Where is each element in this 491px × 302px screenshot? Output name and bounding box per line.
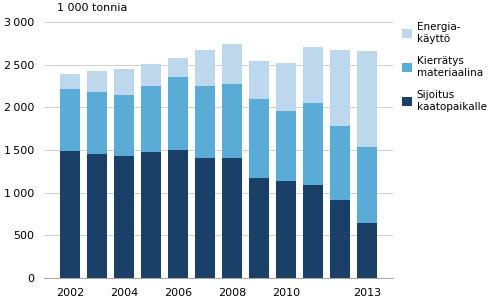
Bar <box>222 84 243 158</box>
Bar <box>276 111 297 181</box>
Bar <box>195 86 216 158</box>
Bar <box>330 201 351 278</box>
Bar <box>249 99 270 178</box>
Bar <box>249 61 270 99</box>
Bar <box>168 77 189 149</box>
Bar <box>87 92 108 154</box>
Bar <box>276 63 297 111</box>
Bar <box>114 69 135 95</box>
Bar <box>60 89 81 151</box>
Bar <box>222 158 243 278</box>
Bar <box>168 58 189 77</box>
Bar <box>195 50 216 86</box>
Bar <box>276 181 297 278</box>
Bar <box>303 47 324 103</box>
Bar <box>168 149 189 278</box>
Bar <box>60 74 81 89</box>
Bar <box>357 223 378 278</box>
Bar <box>330 126 351 201</box>
Bar <box>303 185 324 278</box>
Legend: Energia-
käyttö, Kierrätys
materiaalina, Sijoitus
kaatopaikalle: Energia- käyttö, Kierrätys materiaalina,… <box>402 22 487 112</box>
Bar <box>87 71 108 92</box>
Bar <box>222 44 243 84</box>
Bar <box>114 156 135 278</box>
Bar <box>87 154 108 278</box>
Bar <box>303 103 324 185</box>
Bar <box>357 51 378 146</box>
Bar <box>249 178 270 278</box>
Bar <box>330 50 351 126</box>
Bar <box>60 151 81 278</box>
Bar <box>357 146 378 223</box>
Bar <box>114 95 135 156</box>
Text: 1 000 tonnia: 1 000 tonnia <box>57 3 127 13</box>
Bar <box>141 86 162 152</box>
Bar <box>141 152 162 278</box>
Bar <box>195 158 216 278</box>
Bar <box>141 64 162 86</box>
